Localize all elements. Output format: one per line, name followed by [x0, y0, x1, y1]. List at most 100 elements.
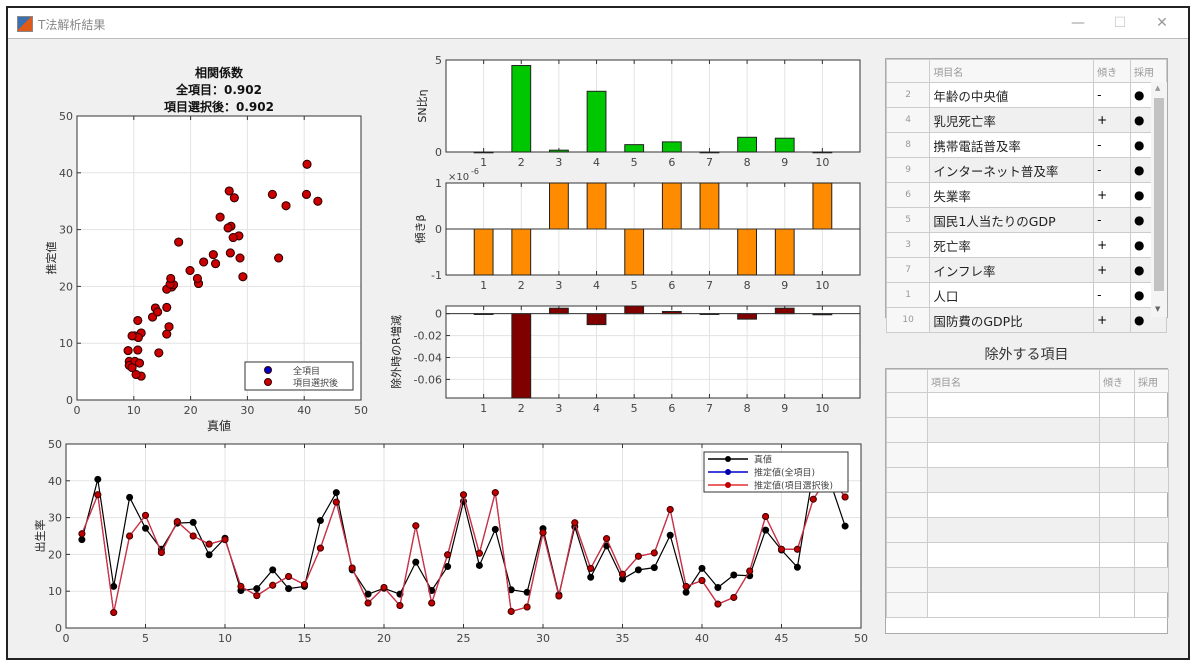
- slope-sign[interactable]: [1099, 542, 1135, 568]
- slope-sign[interactable]: [1099, 517, 1135, 543]
- minimize-button[interactable]: —: [1071, 15, 1085, 31]
- row-index[interactable]: [886, 517, 928, 543]
- slope-sign[interactable]: -: [1093, 207, 1132, 233]
- row-index[interactable]: 9: [885, 157, 931, 183]
- adopted-mark[interactable]: [1134, 392, 1169, 418]
- column-header[interactable]: [886, 369, 928, 393]
- table-row[interactable]: 7 インフレ率 + ●: [885, 257, 1167, 283]
- scrollbar-thumb[interactable]: [1154, 98, 1164, 291]
- slope-sign[interactable]: -: [1093, 157, 1132, 183]
- column-header[interactable]: 採用: [1130, 59, 1167, 83]
- table-row[interactable]: [886, 392, 1169, 418]
- adopted-mark[interactable]: [1134, 592, 1169, 618]
- row-index[interactable]: 6: [885, 182, 931, 208]
- table-row[interactable]: [886, 442, 1169, 468]
- row-index[interactable]: [886, 467, 928, 493]
- item-name[interactable]: インターネット普及率: [929, 157, 1095, 183]
- row-index[interactable]: 2: [885, 82, 931, 108]
- item-name[interactable]: 乳児死亡率: [929, 107, 1095, 133]
- slope-sign[interactable]: [1099, 592, 1135, 618]
- table-row[interactable]: 5 国民1人当たりのGDP - ●: [885, 207, 1167, 233]
- row-index[interactable]: 7: [885, 257, 931, 283]
- item-name[interactable]: [927, 467, 1100, 493]
- table-row[interactable]: [886, 592, 1169, 618]
- item-name[interactable]: 人口: [929, 282, 1095, 308]
- item-name[interactable]: [927, 492, 1100, 518]
- table-row[interactable]: 9 インターネット普及率 - ●: [885, 157, 1167, 183]
- column-header[interactable]: 項目名: [927, 369, 1100, 393]
- adopted-mark[interactable]: [1134, 517, 1169, 543]
- item-name[interactable]: [927, 517, 1100, 543]
- row-index[interactable]: [886, 417, 928, 443]
- row-index[interactable]: 10: [885, 307, 931, 333]
- slope-sign[interactable]: -: [1093, 282, 1132, 308]
- item-name[interactable]: 年齢の中央値: [929, 82, 1095, 108]
- slope-sign[interactable]: +: [1093, 107, 1132, 133]
- row-index[interactable]: 4: [885, 107, 931, 133]
- adopted-mark[interactable]: [1134, 492, 1169, 518]
- item-name[interactable]: [927, 442, 1100, 468]
- adopted-mark[interactable]: [1134, 442, 1169, 468]
- column-header[interactable]: [885, 59, 931, 83]
- column-header[interactable]: 傾き: [1093, 59, 1132, 83]
- column-header[interactable]: 項目名: [929, 59, 1095, 83]
- slope-sign[interactable]: [1099, 567, 1135, 593]
- slope-sign[interactable]: [1099, 417, 1135, 443]
- item-name[interactable]: [927, 592, 1100, 618]
- item-name[interactable]: [927, 392, 1100, 418]
- table-row[interactable]: 10 国防費のGDP比 + ●: [885, 307, 1167, 333]
- adopted-mark[interactable]: [1134, 567, 1169, 593]
- row-index[interactable]: 3: [885, 232, 931, 258]
- table-row[interactable]: 8 携帯電話普及率 - ●: [885, 132, 1167, 158]
- row-index[interactable]: 1: [885, 282, 931, 308]
- selected-items-table[interactable]: 項目名 傾き 採用 2 年齢の中央値 - ● 4 乳児死亡率 + ● 8 携帯電話普及率 - ● 9 インターネ…: [885, 58, 1168, 333]
- table-row[interactable]: [886, 417, 1169, 443]
- row-index[interactable]: [886, 542, 928, 568]
- table-row[interactable]: 3 死亡率 + ●: [885, 232, 1167, 258]
- table-row[interactable]: 4 乳児死亡率 + ●: [885, 107, 1167, 133]
- table-row[interactable]: [886, 567, 1169, 593]
- slope-sign[interactable]: -: [1093, 82, 1132, 108]
- table-row[interactable]: 2 年齢の中央値 - ●: [885, 82, 1167, 108]
- adopted-mark[interactable]: [1134, 542, 1169, 568]
- table-row[interactable]: [886, 517, 1169, 543]
- slope-sign[interactable]: -: [1093, 132, 1132, 158]
- table-row[interactable]: 1 人口 - ●: [885, 282, 1167, 308]
- slope-sign[interactable]: [1099, 392, 1135, 418]
- adopted-mark[interactable]: [1134, 417, 1169, 443]
- scroll-up-icon[interactable]: ▲: [1155, 84, 1161, 92]
- row-index[interactable]: [886, 567, 928, 593]
- slope-sign[interactable]: +: [1093, 307, 1132, 333]
- close-button[interactable]: ✕: [1156, 15, 1168, 31]
- row-index[interactable]: [886, 392, 928, 418]
- maximize-button[interactable]: ☐: [1113, 15, 1127, 31]
- slope-sign[interactable]: [1099, 467, 1135, 493]
- slope-sign[interactable]: +: [1093, 232, 1132, 258]
- item-name[interactable]: 失業率: [929, 182, 1095, 208]
- row-index[interactable]: [886, 442, 928, 468]
- row-index[interactable]: [886, 592, 928, 618]
- item-name[interactable]: [927, 567, 1100, 593]
- item-name[interactable]: [927, 417, 1100, 443]
- slope-sign[interactable]: +: [1093, 182, 1132, 208]
- adopted-mark[interactable]: [1134, 467, 1169, 493]
- item-name[interactable]: 携帯電話普及率: [929, 132, 1095, 158]
- item-name[interactable]: [927, 542, 1100, 568]
- excluded-items-table[interactable]: 項目名 傾き 採用: [885, 368, 1169, 634]
- table-row[interactable]: [886, 467, 1169, 493]
- slope-sign[interactable]: [1099, 492, 1135, 518]
- slope-sign[interactable]: [1099, 442, 1135, 468]
- table-scrollbar[interactable]: ▲ ▼: [1151, 82, 1167, 317]
- item-name[interactable]: 国防費のGDP比: [929, 307, 1095, 333]
- slope-sign[interactable]: +: [1093, 257, 1132, 283]
- scroll-down-icon[interactable]: ▼: [1155, 305, 1161, 313]
- table-row[interactable]: 6 失業率 + ●: [885, 182, 1167, 208]
- row-index[interactable]: [886, 492, 928, 518]
- item-name[interactable]: インフレ率: [929, 257, 1095, 283]
- column-header[interactable]: 採用: [1134, 369, 1169, 393]
- row-index[interactable]: 5: [885, 207, 931, 233]
- table-row[interactable]: [886, 542, 1169, 568]
- table-row[interactable]: [886, 492, 1169, 518]
- item-name[interactable]: 国民1人当たりのGDP: [929, 207, 1095, 233]
- row-index[interactable]: 8: [885, 132, 931, 158]
